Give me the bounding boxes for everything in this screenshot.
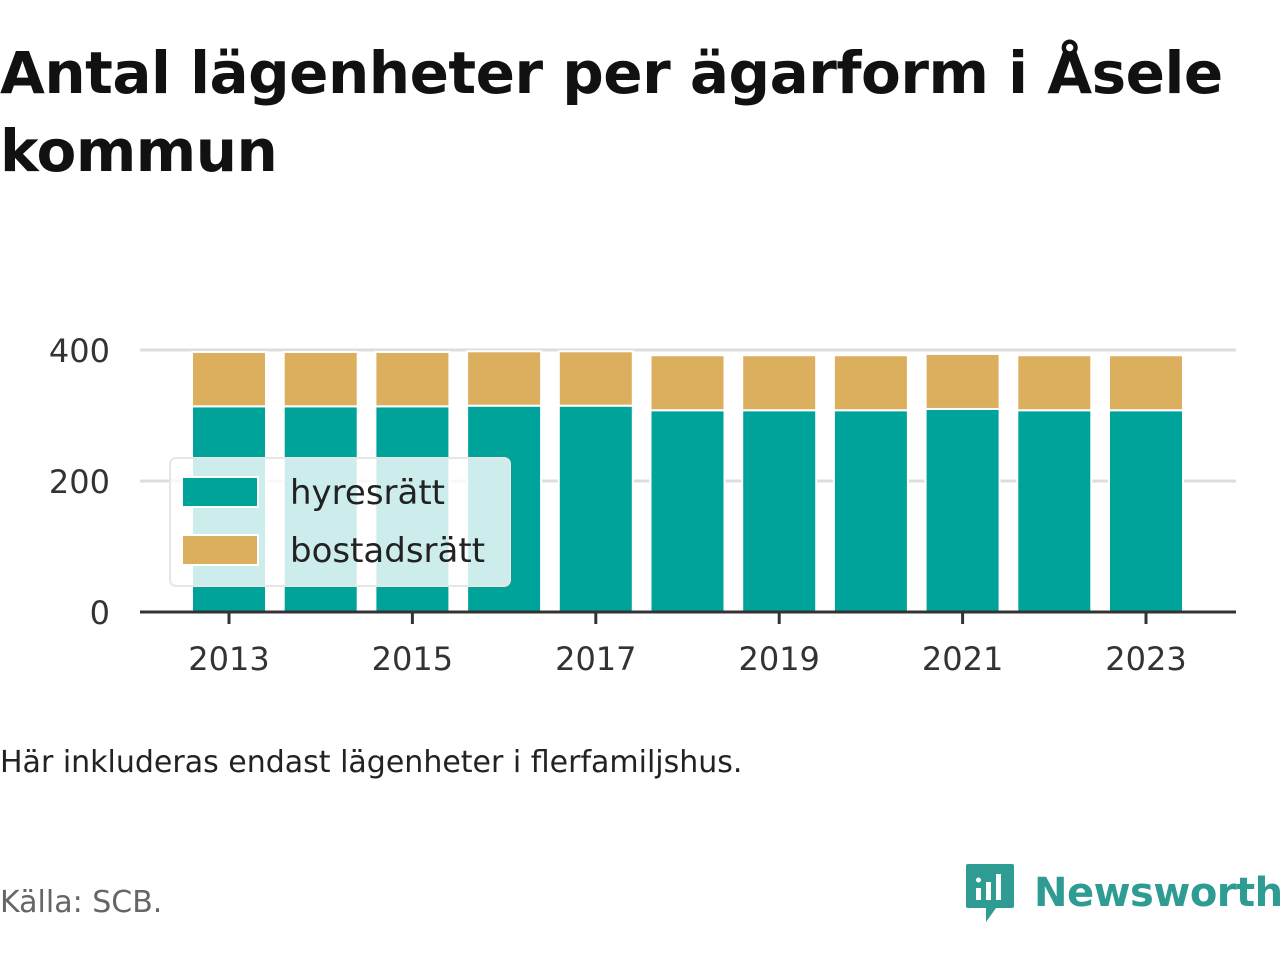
bar-hyresrätt-2017 bbox=[557, 404, 634, 613]
legend: hyresrätt bostadsrätt bbox=[169, 457, 511, 587]
bar-chart-speech-bubble-icon bbox=[966, 864, 1014, 922]
bar-bostadsrätt-2021 bbox=[924, 352, 1001, 410]
legend-swatch-bostadsrätt bbox=[181, 534, 259, 566]
bar-bostadsrätt-2023 bbox=[1108, 354, 1184, 412]
y-tick-label: 400 bbox=[49, 332, 110, 370]
bar-hyresrätt-2018 bbox=[649, 409, 726, 614]
bar-bostadsrätt-2017 bbox=[557, 350, 634, 407]
bar-bostadsrätt-2013 bbox=[191, 350, 267, 408]
bar-bostadsrätt-2022 bbox=[1016, 354, 1093, 412]
legend-label-hyresrätt: hyresrätt bbox=[290, 473, 445, 513]
axes: 0 200 400 2013 2015 2017 2019 2021 2023 bbox=[49, 332, 1236, 678]
legend-label-bostadsrätt: bostadsrätt bbox=[290, 531, 485, 571]
x-tick-label: 2023 bbox=[1105, 640, 1186, 678]
chart: 0 200 400 2013 2015 2017 2019 2021 2023 hyresrät… bbox=[49, 332, 1236, 678]
bar-bostadsrätt-2018 bbox=[649, 354, 726, 412]
bar-hyresrätt-2020 bbox=[832, 409, 909, 614]
bar-bostadsrätt-2014 bbox=[282, 350, 359, 408]
bar-hyresrätt-2023 bbox=[1108, 409, 1184, 614]
logo-text: Newsworthy bbox=[1034, 870, 1280, 916]
footnote: Här inkluderas endast lägenheter i flerf… bbox=[0, 745, 743, 780]
y-tick-label: 0 bbox=[90, 594, 110, 632]
x-tick-label: 2019 bbox=[738, 640, 819, 678]
source-text: Källa: SCB. bbox=[0, 885, 163, 920]
bar-hyresrätt-2022 bbox=[1016, 409, 1093, 614]
bar-bostadsrätt-2015 bbox=[374, 350, 451, 408]
legend-swatch-hyresrätt bbox=[181, 476, 259, 508]
x-tick-label: 2021 bbox=[922, 640, 1003, 678]
x-tick-label: 2013 bbox=[188, 640, 269, 678]
y-tick-label: 200 bbox=[49, 463, 110, 501]
x-tick-label: 2017 bbox=[555, 640, 636, 678]
x-tick-label: 2015 bbox=[372, 640, 453, 678]
bar-bostadsrätt-2020 bbox=[832, 354, 909, 412]
bar-hyresrätt-2021 bbox=[924, 407, 1001, 613]
bar-hyresrätt-2019 bbox=[741, 409, 818, 614]
bar-bostadsrätt-2016 bbox=[466, 350, 543, 407]
bar-bostadsrätt-2019 bbox=[741, 354, 818, 412]
newsworthy-logo: Newsworthy bbox=[964, 862, 1280, 924]
chart-title: Antal lägenheter per ägarform i Åsele ko… bbox=[0, 39, 1223, 185]
